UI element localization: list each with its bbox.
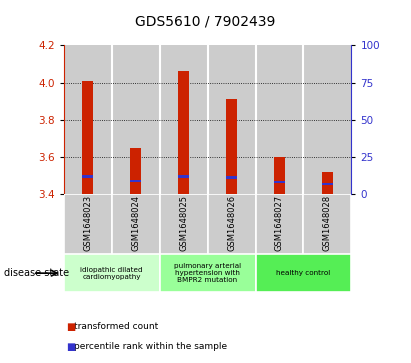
Bar bbox=[322, 172, 333, 194]
Bar bbox=[64, 194, 112, 254]
Text: idiopathic dilated
cardiomyopathy: idiopathic dilated cardiomyopathy bbox=[80, 267, 143, 280]
Bar bbox=[82, 175, 93, 178]
Bar bbox=[208, 45, 256, 194]
Bar bbox=[274, 157, 285, 194]
Bar bbox=[274, 181, 285, 183]
Text: disease state: disease state bbox=[4, 268, 69, 278]
Text: GSM1648024: GSM1648024 bbox=[131, 195, 140, 251]
Bar bbox=[159, 45, 208, 194]
Bar bbox=[64, 254, 159, 292]
Bar bbox=[178, 72, 189, 194]
Bar bbox=[303, 194, 351, 254]
Text: healthy control: healthy control bbox=[276, 270, 330, 276]
Bar bbox=[226, 99, 237, 194]
Bar bbox=[82, 81, 93, 194]
Bar bbox=[64, 45, 112, 194]
Bar bbox=[208, 194, 256, 254]
Bar bbox=[130, 180, 141, 182]
Bar bbox=[112, 45, 159, 194]
Text: GSM1648027: GSM1648027 bbox=[275, 195, 284, 251]
Bar bbox=[256, 45, 303, 194]
Text: GDS5610 / 7902439: GDS5610 / 7902439 bbox=[135, 15, 276, 29]
Bar bbox=[256, 194, 303, 254]
Bar bbox=[322, 183, 333, 185]
Bar bbox=[159, 254, 256, 292]
Text: GSM1648026: GSM1648026 bbox=[227, 195, 236, 251]
Bar bbox=[130, 148, 141, 194]
Bar bbox=[159, 194, 208, 254]
Text: ■: ■ bbox=[67, 342, 76, 352]
Text: GSM1648023: GSM1648023 bbox=[83, 195, 92, 251]
Text: ■: ■ bbox=[67, 322, 76, 332]
Text: transformed count: transformed count bbox=[74, 322, 158, 331]
Bar bbox=[178, 175, 189, 178]
Text: GSM1648028: GSM1648028 bbox=[323, 195, 332, 251]
Text: pulmonary arterial
hypertension with
BMPR2 mutation: pulmonary arterial hypertension with BMP… bbox=[174, 263, 241, 283]
Bar bbox=[303, 45, 351, 194]
Text: GSM1648025: GSM1648025 bbox=[179, 195, 188, 251]
Bar bbox=[226, 176, 237, 179]
Text: percentile rank within the sample: percentile rank within the sample bbox=[74, 342, 227, 351]
Bar bbox=[112, 194, 159, 254]
Bar bbox=[256, 254, 351, 292]
